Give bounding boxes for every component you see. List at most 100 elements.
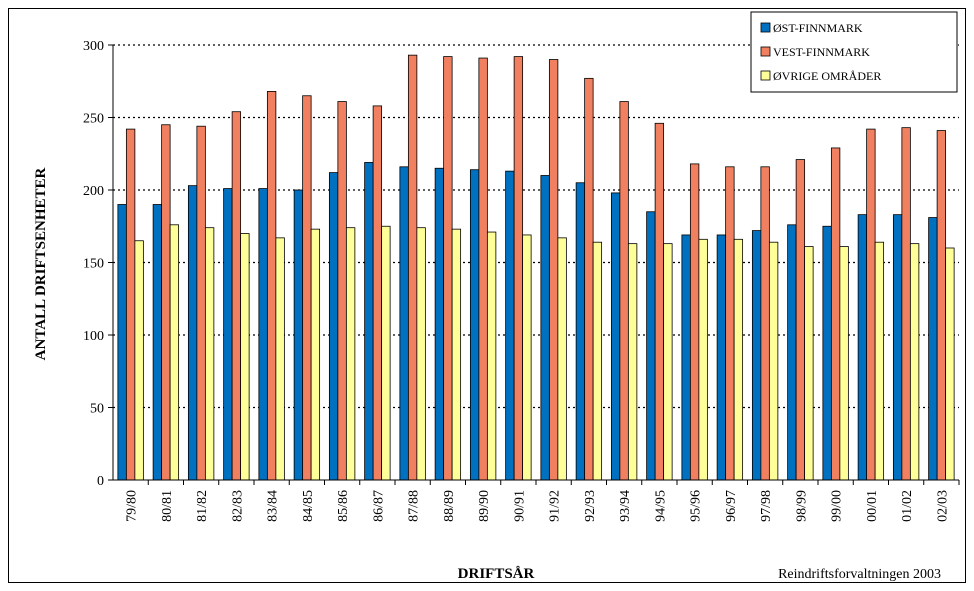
- x-tick-label: 01/02: [900, 490, 915, 522]
- bar: [627, 243, 638, 481]
- bar: [204, 227, 215, 481]
- bar: [486, 231, 497, 481]
- bar: [822, 225, 832, 481]
- bar: [231, 111, 242, 481]
- legend-swatch: [760, 22, 771, 33]
- bar: [478, 57, 488, 481]
- bar: [804, 246, 814, 481]
- bar: [345, 227, 356, 481]
- legend-swatch: [760, 70, 771, 81]
- bar: [469, 169, 480, 481]
- bar: [892, 214, 903, 481]
- bar: [364, 162, 374, 481]
- bar: [223, 188, 233, 481]
- bar: [328, 172, 339, 481]
- bar: [592, 241, 603, 481]
- x-tick-label: 02/03: [935, 490, 950, 522]
- axes: [108, 44, 960, 485]
- legend-swatch: [760, 46, 771, 57]
- bar: [302, 95, 312, 481]
- bar: [275, 237, 285, 481]
- bar: [310, 228, 321, 481]
- bars: [117, 54, 955, 481]
- bar: [689, 163, 700, 481]
- bar: [240, 233, 250, 481]
- x-tick-label: 86/87: [371, 490, 386, 522]
- bar: [196, 125, 206, 481]
- bar: [584, 77, 594, 481]
- bar: [945, 247, 955, 481]
- bar: [619, 101, 629, 481]
- legend-label: ØVRIGE OMRÅDER: [773, 69, 881, 83]
- bar: [540, 175, 550, 481]
- x-tick-label: 90/91: [512, 490, 527, 522]
- bar: [258, 188, 268, 481]
- bar: [830, 147, 841, 481]
- bar: [416, 227, 426, 481]
- bar: [760, 166, 770, 481]
- x-tick-label: 82/83: [230, 490, 245, 522]
- legend-label: VEST-FINNMARK: [773, 45, 870, 59]
- y-tick-label: 200: [83, 184, 104, 199]
- bar: [839, 246, 849, 481]
- y-tick-labels: 0 50 100 150 200 250 300: [83, 39, 104, 489]
- bar: [337, 101, 347, 481]
- bar: [768, 241, 779, 481]
- x-tick-label: 80/81: [160, 490, 175, 522]
- bar: [928, 217, 938, 481]
- y-tick-label: 300: [83, 39, 104, 54]
- bar: [936, 130, 947, 481]
- y-tick-label: 50: [90, 402, 104, 417]
- x-tick-label: 89/90: [477, 490, 492, 522]
- bar: [698, 238, 708, 481]
- bar: [663, 243, 673, 481]
- bar: [610, 192, 621, 481]
- bar: [857, 214, 868, 481]
- x-axis-title: DRIFTSÅR: [458, 566, 535, 582]
- bar: [866, 128, 876, 481]
- bar: [134, 240, 144, 481]
- chart-frame: 0 50 100 150 200 250 300 79/80 80/81 81/82 82/83 8…: [8, 8, 966, 583]
- bar: [293, 189, 304, 481]
- y-tick-label: 100: [83, 329, 104, 344]
- bar: [522, 234, 532, 481]
- x-tick-label: 97/98: [759, 490, 774, 522]
- x-tick-label: 87/88: [407, 490, 422, 522]
- x-tick-label: 98/99: [794, 490, 809, 522]
- bar: [434, 167, 445, 481]
- bar: [161, 124, 171, 481]
- bar: [681, 234, 691, 481]
- bar: [901, 127, 911, 481]
- bar: [505, 170, 515, 481]
- bar: [451, 228, 462, 481]
- legend-label: ØST-FINNMARK: [773, 21, 863, 35]
- bar-chart: 0 50 100 150 200 250 300 79/80 80/81 81/82 82/83 8…: [33, 11, 960, 582]
- legend: ØST-FINNMARK VEST-FINNMARK ØVRIGE OMRÅDER: [750, 11, 958, 93]
- bar: [646, 211, 656, 481]
- bar: [266, 91, 277, 481]
- bar: [169, 224, 180, 481]
- x-tick-label: 84/85: [301, 490, 316, 522]
- bar: [548, 59, 559, 481]
- y-tick-label: 150: [83, 257, 104, 272]
- bar: [513, 56, 524, 481]
- legend-box: [750, 11, 958, 93]
- bar: [654, 122, 665, 481]
- x-tick-label: 79/80: [125, 490, 140, 522]
- bar: [795, 159, 806, 481]
- bar: [443, 56, 453, 481]
- bar: [372, 105, 383, 481]
- bar: [187, 185, 198, 481]
- bar: [399, 166, 409, 481]
- x-tick-labels: 79/80 80/81 81/82 82/83 83/84 84/85 85/86 86/87…: [125, 490, 951, 522]
- bar: [716, 234, 727, 481]
- x-tick-label: 00/01: [865, 490, 880, 522]
- y-tick-label: 0: [97, 474, 104, 489]
- bar: [787, 224, 797, 481]
- x-tick-label: 91/92: [548, 490, 563, 522]
- x-tick-label: 88/89: [442, 490, 457, 522]
- x-tick-label: 99/00: [830, 490, 845, 522]
- x-tick-label: 96/97: [724, 490, 739, 522]
- bar: [117, 204, 127, 481]
- x-tick-label: 85/86: [336, 490, 351, 522]
